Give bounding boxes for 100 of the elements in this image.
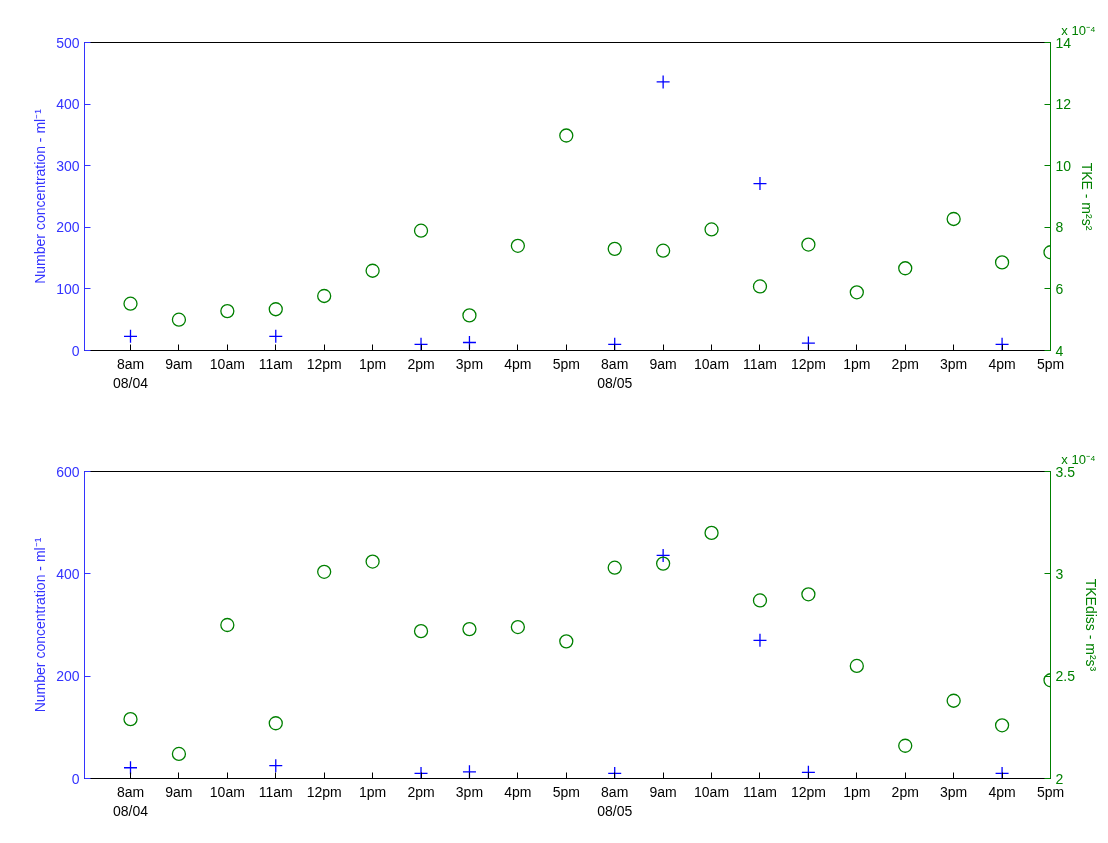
point xyxy=(849,658,864,674)
x-tick-label: 8am 08/05 xyxy=(597,355,633,391)
point xyxy=(655,74,671,90)
x-tick-label: 9am xyxy=(649,783,677,800)
point xyxy=(268,758,283,773)
y2-axis-title: TKEdiss - m²s³ xyxy=(1082,578,1099,672)
point xyxy=(171,312,187,327)
y2-tick-label: 12 xyxy=(1055,96,1072,113)
y-tick-label: 600 xyxy=(56,463,80,480)
x-tick-label: 10am xyxy=(209,355,245,372)
y2-tick-label: 10 xyxy=(1055,157,1072,174)
x-tick-label: 4pm xyxy=(504,355,532,372)
point xyxy=(317,564,332,579)
y-tick-label: 0 xyxy=(71,342,80,359)
x-tick-label: 9am xyxy=(649,355,677,372)
x-tick-label: 12pm xyxy=(306,783,342,800)
point xyxy=(365,263,380,278)
point xyxy=(123,296,138,311)
x-tick-label: 2pm xyxy=(891,355,919,372)
point xyxy=(607,241,622,256)
x-tick-label: 9am xyxy=(165,783,193,800)
x-tick-label: 11am xyxy=(742,355,777,372)
x-tick-label: 3pm xyxy=(455,355,484,372)
x-tick-label: 4pm xyxy=(504,783,532,800)
x-tick-label: 5pm xyxy=(552,355,580,372)
x-tick-label: 12pm xyxy=(790,355,826,372)
point xyxy=(220,617,235,633)
y-tick-label: 500 xyxy=(56,34,80,51)
y-tick-label: 400 xyxy=(56,96,80,113)
point xyxy=(994,255,1010,270)
point xyxy=(413,223,429,238)
y2-tick-label: 2.5 xyxy=(1055,668,1076,685)
point xyxy=(220,303,235,319)
y2-tick-label: 6 xyxy=(1055,280,1064,297)
point xyxy=(413,766,429,779)
x-tick-label: 10am xyxy=(209,783,245,800)
x-tick-label: 9am xyxy=(165,355,193,372)
x-tick-label: 1pm xyxy=(358,355,387,372)
point xyxy=(704,222,719,237)
y-tick-label: 100 xyxy=(56,280,80,297)
point xyxy=(655,243,671,258)
point xyxy=(946,211,961,227)
point xyxy=(655,556,671,571)
x-tick-label: 3pm xyxy=(455,783,484,800)
point xyxy=(365,554,380,569)
x-tick-label: 3pm xyxy=(940,783,968,800)
point xyxy=(752,633,768,648)
point xyxy=(268,716,283,731)
point xyxy=(898,261,913,276)
point xyxy=(171,746,187,762)
x-tick-label: 2pm xyxy=(891,783,919,800)
point xyxy=(752,279,768,294)
point xyxy=(655,548,671,563)
point xyxy=(510,619,526,635)
point xyxy=(559,634,574,649)
x-tick-label: 8am 08/04 xyxy=(112,783,149,819)
x-tick-label: 1pm xyxy=(843,783,871,800)
x-tick-label: 8am 08/04 xyxy=(112,355,149,391)
point xyxy=(462,308,477,323)
point xyxy=(801,587,816,602)
y2-axis-title: TKE - m²s² xyxy=(1079,162,1096,231)
point xyxy=(994,337,1010,351)
point xyxy=(317,288,332,304)
point xyxy=(946,693,961,708)
point xyxy=(268,329,283,344)
point xyxy=(898,738,913,753)
point xyxy=(607,560,622,575)
point xyxy=(510,238,526,253)
x-tick-label: 11am xyxy=(258,783,293,800)
x-tick-label: 10am xyxy=(694,355,730,372)
x-tick-label: 11am xyxy=(258,355,293,372)
point xyxy=(413,624,429,639)
point xyxy=(123,760,138,775)
point xyxy=(801,237,816,252)
y2-tick-label: 8 xyxy=(1055,219,1064,236)
point xyxy=(994,766,1010,779)
x-tick-label: 2pm xyxy=(407,783,435,800)
point xyxy=(123,329,138,344)
y2-tick-label: 3 xyxy=(1055,565,1064,582)
point xyxy=(994,718,1010,733)
point xyxy=(559,128,574,143)
point xyxy=(849,285,864,300)
x-tick-label: 4pm xyxy=(988,355,1016,372)
y-tick-label: 300 xyxy=(56,157,80,174)
x-tick-label: 10am xyxy=(694,783,730,800)
point xyxy=(752,593,768,608)
point xyxy=(704,525,719,541)
x-tick-label: 1pm xyxy=(843,355,871,372)
x-tick-label: 12pm xyxy=(790,783,826,800)
x-tick-label: 11am xyxy=(742,783,777,800)
y-tick-label: 200 xyxy=(56,668,80,685)
point xyxy=(268,302,283,317)
x-tick-label: 8am 08/05 xyxy=(597,783,633,819)
x-tick-label: 5pm xyxy=(552,783,580,800)
y-tick-label: 0 xyxy=(71,770,80,787)
y-tick-label: 400 xyxy=(56,565,80,582)
point xyxy=(462,621,477,637)
y-axis-title: Number concentration - ml⁻¹ xyxy=(32,537,49,713)
x-tick-label: 3pm xyxy=(940,355,968,372)
x-tick-label: 12pm xyxy=(306,355,342,372)
